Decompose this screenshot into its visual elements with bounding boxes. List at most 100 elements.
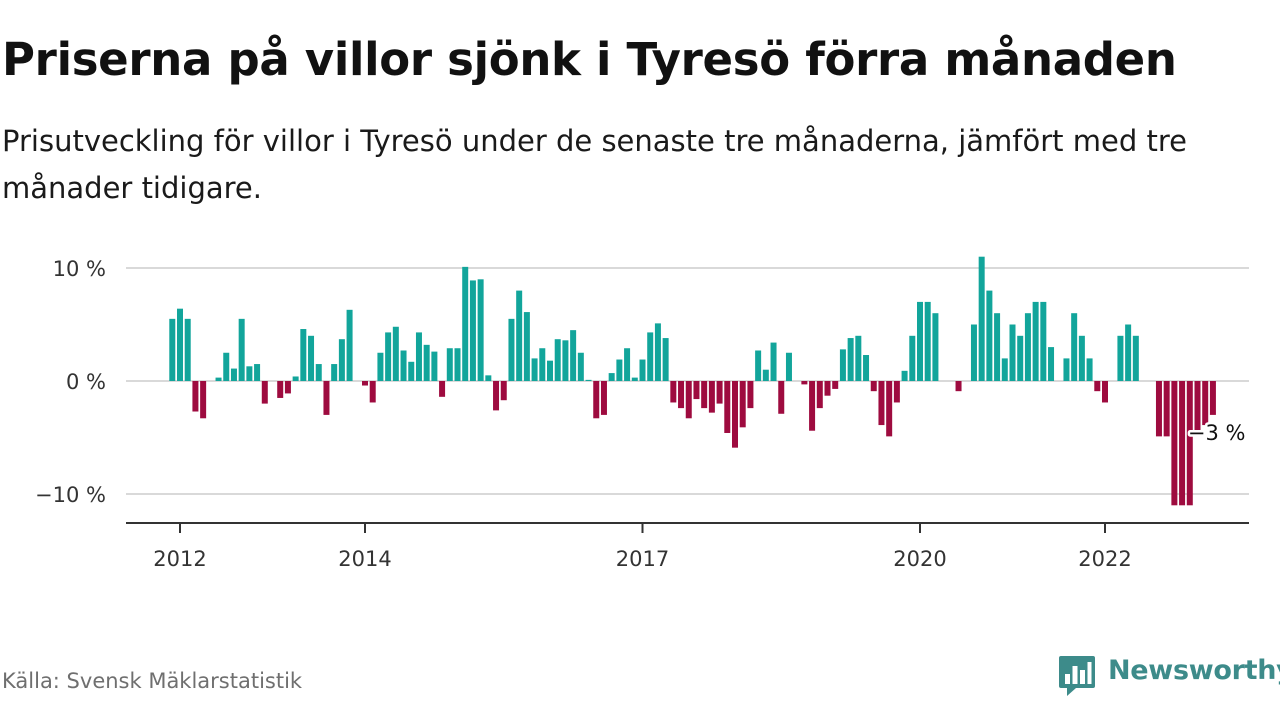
bars: [169, 256, 1216, 506]
bar: [693, 381, 700, 400]
bar-chart: 10 % 0 % −10 % 2012 2014 2017 2020 2022 −3 %: [35, 256, 1249, 571]
bar: [1117, 335, 1124, 381]
bar: [400, 350, 407, 381]
bar: [485, 375, 492, 381]
bar: [408, 361, 415, 381]
bar: [1194, 381, 1201, 437]
bar: [369, 381, 376, 403]
bar: [323, 381, 330, 415]
bar: [647, 332, 654, 381]
bar: [554, 339, 561, 381]
chart-title: Priserna på villor sjönk i Tyresö förra …: [2, 33, 1177, 86]
bar: [878, 381, 885, 426]
bar: [431, 351, 438, 381]
bar: [277, 381, 284, 398]
logo-text: Newsworthy: [1108, 655, 1280, 686]
bar: [246, 366, 253, 381]
bar: [1163, 381, 1170, 437]
bar: [986, 290, 993, 381]
bar: [739, 381, 746, 428]
bar: [392, 326, 399, 381]
bar: [331, 364, 338, 381]
bar: [1155, 381, 1162, 437]
bar: [1071, 313, 1078, 381]
bar: [816, 381, 823, 409]
bar: [469, 280, 476, 381]
bar: [377, 352, 384, 381]
bar: [215, 377, 222, 381]
bar: [978, 256, 985, 381]
x-tick-label: 2022: [1078, 547, 1131, 571]
bar: [924, 301, 931, 381]
bar: [1171, 381, 1178, 506]
bar: [670, 381, 677, 403]
bar: [462, 266, 469, 381]
bar: [539, 348, 546, 381]
bar: [292, 376, 299, 381]
bar: [1179, 381, 1186, 506]
bar: [747, 381, 754, 409]
bar: [223, 352, 230, 381]
x-tick-label: 2012: [153, 547, 206, 571]
bar: [855, 335, 862, 381]
bar: [1078, 335, 1085, 381]
bar: [832, 381, 839, 389]
x-tick-label: 2014: [338, 547, 391, 571]
bar: [1132, 335, 1139, 381]
bar: [516, 290, 523, 381]
bar: [1102, 381, 1108, 403]
bar: [1063, 358, 1070, 381]
bar: [755, 350, 762, 381]
bar: [932, 313, 939, 381]
bar: [570, 330, 577, 381]
bar: [200, 381, 207, 419]
bar: [423, 344, 430, 381]
bar: [308, 335, 315, 381]
bar: [639, 359, 646, 381]
bar: [724, 381, 731, 433]
bar: [439, 381, 446, 397]
bar: [346, 309, 353, 381]
bar-chart-speech-bubble-icon: [1059, 656, 1095, 696]
bar: [701, 381, 708, 409]
bar: [446, 348, 453, 381]
bar: [508, 318, 515, 381]
bar: [863, 355, 870, 381]
bar: [893, 381, 900, 403]
bar: [994, 313, 1001, 381]
bar: [1094, 381, 1101, 392]
bar: [1209, 381, 1216, 415]
bar: [1086, 358, 1093, 381]
bar: [477, 279, 484, 381]
bar: [1009, 324, 1016, 381]
bar: [785, 352, 792, 381]
bar: [493, 381, 500, 411]
y-tick-label: 0 %: [66, 370, 106, 394]
bar: [1040, 301, 1047, 381]
bar: [261, 381, 268, 404]
bar: [577, 352, 584, 381]
bar: [955, 381, 962, 392]
y-tick-label: −10 %: [35, 483, 106, 507]
bar: [624, 348, 631, 381]
bar: [1125, 324, 1132, 381]
axis-labels: 10 % 0 % −10 % 2012 2014 2017 2020 2022: [35, 257, 1132, 571]
bar: [600, 381, 607, 415]
bar: [531, 358, 538, 381]
bar: [1032, 301, 1039, 381]
bar: [184, 318, 191, 381]
bar: [970, 324, 977, 381]
bar: [547, 360, 553, 381]
bar: [1024, 313, 1031, 381]
bar: [824, 381, 831, 396]
bar: [809, 381, 816, 431]
bar: [770, 342, 777, 381]
bar: [230, 368, 237, 381]
bar: [654, 323, 661, 381]
bar: [732, 381, 738, 448]
bar: [593, 381, 600, 419]
bar: [385, 332, 392, 381]
bar: [708, 381, 715, 413]
bar: [254, 364, 261, 381]
bar: [523, 312, 530, 381]
